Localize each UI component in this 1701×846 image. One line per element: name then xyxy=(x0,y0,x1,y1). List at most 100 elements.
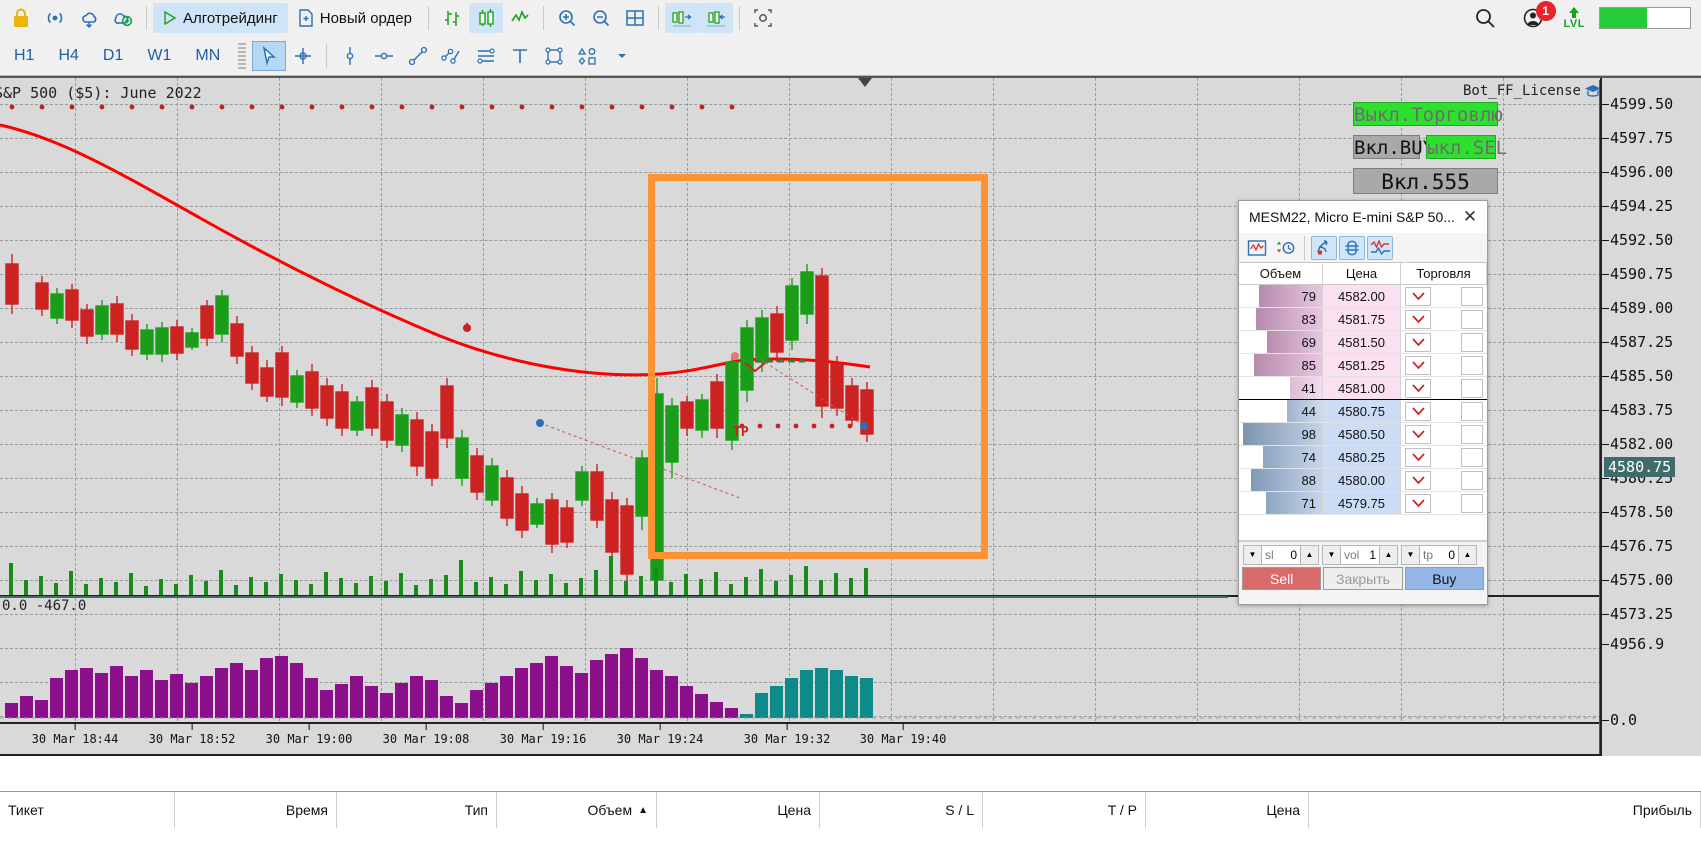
disable-sell-button[interactable]: ыкл.SEL xyxy=(1426,135,1508,159)
col-stop-loss[interactable]: S / L xyxy=(820,792,983,828)
dom-row[interactable]: 98 4580.50 xyxy=(1239,423,1487,446)
vertical-line-icon[interactable] xyxy=(333,41,367,71)
cloud-add-icon[interactable] xyxy=(106,3,140,33)
col-take-profit[interactable]: T / P xyxy=(983,792,1146,828)
positions-table[interactable]: Тикет Время Тип Объем ▲ Цена S / L T / P… xyxy=(0,756,1701,846)
buy-arrow-icon[interactable] xyxy=(1461,424,1483,444)
dom-price-cell[interactable]: 4580.50 xyxy=(1323,423,1401,445)
dom-row[interactable]: 88 4580.00 xyxy=(1239,469,1487,492)
dom-row[interactable]: 44 4580.75 xyxy=(1239,400,1487,423)
timeframe-mn[interactable]: MN xyxy=(195,46,221,64)
dom-trade-cell[interactable] xyxy=(1401,446,1487,468)
dom-trade-cell[interactable] xyxy=(1401,308,1487,330)
buy-arrow-icon[interactable] xyxy=(1461,355,1483,375)
selection-rectangle[interactable] xyxy=(648,174,988,559)
dom-row[interactable]: 69 4581.50 xyxy=(1239,331,1487,354)
sl-stepper[interactable]: ▼ sl 0 ▲ xyxy=(1243,544,1319,565)
shift-right-icon[interactable] xyxy=(664,3,699,33)
toolbar-grip[interactable] xyxy=(238,42,247,69)
line-chart-icon[interactable] xyxy=(503,3,537,33)
dom-trade-cell[interactable] xyxy=(1401,331,1487,353)
dom-price-cell[interactable]: 4579.75 xyxy=(1323,492,1401,514)
tp-input[interactable]: tp 0 xyxy=(1420,544,1458,565)
cloud-icon[interactable] xyxy=(72,3,106,33)
timeframe-h4[interactable]: H4 xyxy=(58,46,79,64)
timeframe-h1[interactable]: H1 xyxy=(14,46,35,64)
col-profit[interactable]: Прибыль xyxy=(1309,792,1701,828)
crosshair-icon[interactable] xyxy=(286,41,320,71)
search-icon[interactable] xyxy=(1468,3,1502,33)
dom-price-cell[interactable]: 4582.00 xyxy=(1323,285,1401,307)
sell-arrow-icon[interactable] xyxy=(1405,355,1431,375)
close-icon[interactable]: ✕ xyxy=(1462,207,1478,226)
timeframe-w1[interactable]: W1 xyxy=(147,46,172,64)
broadcast-icon[interactable] xyxy=(38,3,72,33)
chevron-down-icon[interactable] xyxy=(605,41,639,71)
cursor-icon[interactable] xyxy=(252,40,287,71)
sell-arrow-icon[interactable] xyxy=(1405,378,1431,398)
zoom-out-icon[interactable] xyxy=(584,3,618,33)
col-price-open[interactable]: Цена xyxy=(657,792,820,828)
zoom-in-icon[interactable] xyxy=(550,3,584,33)
sell-arrow-icon[interactable] xyxy=(1405,424,1431,444)
dom-trade-cell[interactable] xyxy=(1401,492,1487,514)
text-icon[interactable] xyxy=(503,41,537,71)
dom-row[interactable]: 85 4581.25 xyxy=(1239,354,1487,377)
bar-chart-icon[interactable] xyxy=(435,3,469,33)
dom-trade-cell[interactable] xyxy=(1401,377,1487,399)
tp-decrease-button[interactable]: ▼ xyxy=(1401,544,1420,565)
new-order-button[interactable]: Новый ордер xyxy=(288,3,422,33)
sell-arrow-icon[interactable] xyxy=(1405,493,1431,513)
shift-left-icon[interactable] xyxy=(698,3,733,33)
sell-arrow-icon[interactable] xyxy=(1405,447,1431,467)
dom-row[interactable]: 74 4580.25 xyxy=(1239,446,1487,469)
trendline-icon[interactable] xyxy=(401,41,435,71)
buy-button[interactable]: Buy xyxy=(1404,567,1484,590)
depth-of-market-panel[interactable]: MESM22, Micro E-mini S&P 50... ✕ Объем Ц xyxy=(1238,200,1488,605)
fibonacci-icon[interactable] xyxy=(469,41,503,71)
col-volume[interactable]: Объем ▲ xyxy=(497,792,657,828)
sell-arrow-icon[interactable] xyxy=(1405,286,1431,306)
candlestick-icon[interactable] xyxy=(468,3,503,33)
dom-trade-cell[interactable] xyxy=(1401,469,1487,491)
ladder-icon[interactable] xyxy=(1339,235,1365,260)
screenshot-icon[interactable] xyxy=(746,3,780,33)
buy-arrow-icon[interactable] xyxy=(1461,401,1483,421)
sell-button[interactable]: Sell xyxy=(1242,567,1322,590)
buy-arrow-icon[interactable] xyxy=(1461,493,1483,513)
buy-arrow-icon[interactable] xyxy=(1461,332,1483,352)
sell-arrow-icon[interactable] xyxy=(1405,332,1431,352)
dom-price-cell[interactable]: 4581.00 xyxy=(1323,377,1401,399)
account-icon[interactable]: 1 xyxy=(1516,1,1556,33)
price-axis[interactable]: 4599.50 4597.75 4596.00 4594.25 4592.50 … xyxy=(1600,78,1701,756)
dom-price-cell[interactable]: 4581.50 xyxy=(1323,331,1401,353)
sl-decrease-button[interactable]: ▼ xyxy=(1243,544,1262,565)
col-price-current[interactable]: Цена xyxy=(1146,792,1309,828)
sell-arrow-icon[interactable] xyxy=(1405,470,1431,490)
grid-icon[interactable] xyxy=(618,3,652,33)
vol-input[interactable]: vol 1 xyxy=(1341,544,1379,565)
vol-stepper[interactable]: ▼ vol 1 ▲ xyxy=(1322,544,1398,565)
dom-row[interactable]: 79 4582.00 xyxy=(1239,285,1487,308)
vol-increase-button[interactable]: ▲ xyxy=(1379,544,1398,565)
buy-arrow-icon[interactable] xyxy=(1461,309,1483,329)
sl-increase-button[interactable]: ▲ xyxy=(1300,544,1319,565)
buy-arrow-icon[interactable] xyxy=(1461,447,1483,467)
tp-stepper[interactable]: ▼ tp 0 ▲ xyxy=(1401,544,1477,565)
dom-row[interactable]: 71 4579.75 xyxy=(1239,492,1487,515)
dom-title-bar[interactable]: MESM22, Micro E-mini S&P 50... ✕ xyxy=(1239,201,1487,233)
buy-arrow-icon[interactable] xyxy=(1461,286,1483,306)
algo-trading-button[interactable]: Алготрейдинг xyxy=(153,3,288,33)
dom-trade-cell[interactable] xyxy=(1401,285,1487,307)
horizontal-line-icon[interactable] xyxy=(367,41,401,71)
tp-increase-button[interactable]: ▲ xyxy=(1458,544,1477,565)
shapes-icon[interactable] xyxy=(571,41,605,71)
col-type[interactable]: Тип xyxy=(337,792,497,828)
dom-trade-cell[interactable] xyxy=(1401,423,1487,445)
buy-arrow-icon[interactable] xyxy=(1461,378,1483,398)
dom-price-cell[interactable]: 4581.25 xyxy=(1323,354,1401,376)
undo-order-icon[interactable] xyxy=(1311,235,1337,260)
dom-price-cell[interactable]: 4580.00 xyxy=(1323,469,1401,491)
dom-price-cell[interactable]: 4580.25 xyxy=(1323,446,1401,468)
polyline-icon[interactable] xyxy=(435,41,469,71)
